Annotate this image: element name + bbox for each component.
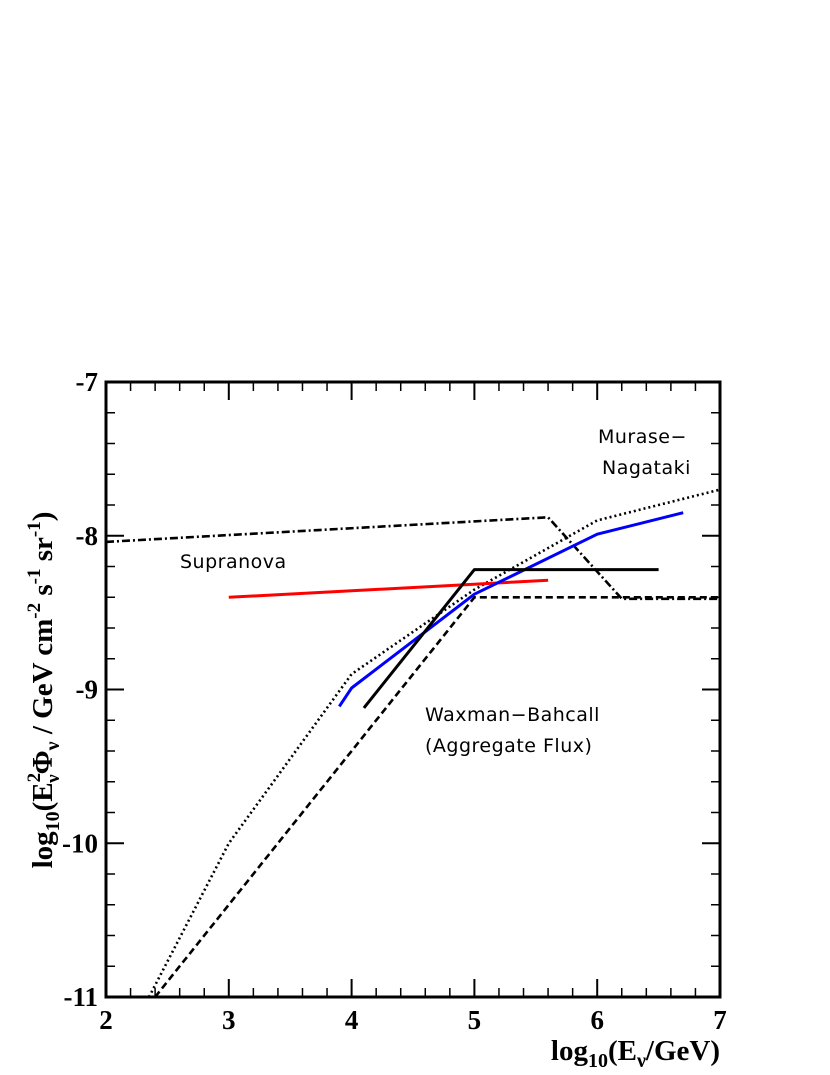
annotation-waxman-bahcall: Waxman−Bahcall xyxy=(425,704,600,726)
y-tick-label: -7 xyxy=(76,367,99,397)
x-tick-label: 2 xyxy=(99,1005,113,1035)
series-line-5 xyxy=(338,511,684,708)
x-tick-label: 3 xyxy=(222,1005,236,1035)
x-tick-label: 4 xyxy=(345,1005,359,1035)
annotation-murase: Murase− xyxy=(598,426,687,448)
y-tick-label: -9 xyxy=(76,675,99,705)
annotation-supranova: Supranova xyxy=(180,551,287,573)
y-tick-label: -10 xyxy=(62,828,98,858)
series-line-2 xyxy=(147,488,721,998)
x-tick-label: 7 xyxy=(713,1005,727,1035)
y-axis-label: log10(E2νΦν / GeV cm-2 s-1 sr-1) xyxy=(24,512,64,869)
x-tick-label: 6 xyxy=(590,1005,604,1035)
ticks-layer: 2 3 4 5 6 7 -7 -8 -9 -10 -11 xyxy=(62,367,727,1035)
series-line-1 xyxy=(105,515,720,601)
annotation-aggregate-flux: (Aggregate Flux) xyxy=(425,735,592,757)
series-layer xyxy=(105,488,721,998)
series-line-3 xyxy=(154,595,720,998)
x-axis-label: log10(Eν/GeV) xyxy=(551,1035,720,1072)
y-tick-label: -8 xyxy=(76,521,99,551)
x-tick-label: 5 xyxy=(468,1005,482,1035)
y-tick-label: -11 xyxy=(63,982,98,1012)
annotation-nagataki: Nagataki xyxy=(602,457,691,479)
series-line-6 xyxy=(362,568,659,709)
